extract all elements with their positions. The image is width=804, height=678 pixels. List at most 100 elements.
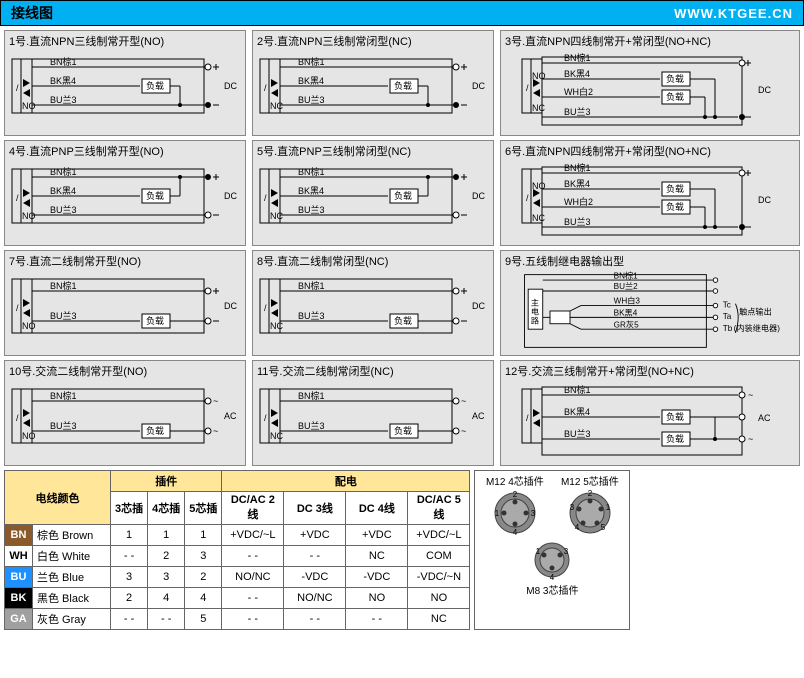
diagram-title: 4号.直流PNP三线制常开型(NO) [9,143,241,159]
plug-col: 5芯插 [185,492,222,525]
svg-text:Ta: Ta [723,312,732,321]
svg-text:BU兰3: BU兰3 [50,204,77,215]
color-name: 灰色 Gray [33,609,111,630]
svg-text:NO: NO [22,321,36,331]
svg-text:负载: 负载 [146,190,164,201]
schematic-svg: / NC BN棕1 BK黑4 负载 BU兰3 DC [257,161,489,231]
connector-diagrams: M12 4芯插件 2 3 4 1 M12 5芯插件 2 1 5 [474,470,630,630]
svg-text:~: ~ [213,426,218,436]
power-cell: COM [408,546,470,567]
svg-text:DC: DC [472,301,485,311]
diagram-title: 10号.交流二线制常开型(NO) [9,363,241,379]
svg-text:NO: NO [22,431,36,441]
wiring-diagram-11: 11号.交流二线制常闭型(NC) / NC BN棕1 ~ BU兰3 负载 ~ A… [252,360,494,466]
svg-text:负载: 负载 [394,425,412,436]
power-cell: -VDC [284,567,346,588]
svg-text:/: / [526,193,529,203]
plug-cell: 5 [185,609,222,630]
svg-text:4: 4 [513,528,518,537]
svg-text:AC: AC [758,413,771,423]
schematic-svg: / NC BN棕1 BK黑4 负载 BU兰3 DC [257,51,489,121]
plug-cell: 3 [111,567,148,588]
svg-text:BU兰3: BU兰3 [564,106,591,117]
svg-text:BU兰3: BU兰3 [564,216,591,227]
svg-text:BN棕1: BN棕1 [564,384,591,395]
svg-text:/: / [526,413,529,423]
svg-text:NC: NC [270,431,283,441]
svg-text:(内装继电器): (内装继电器) [734,323,781,333]
plug-cell: 2 [148,546,185,567]
power-cell: NC [408,609,470,630]
plug-col: 4芯插 [148,492,185,525]
svg-text:WH白3: WH白3 [614,296,641,306]
svg-text:1: 1 [536,547,541,556]
svg-text:BN棕1: BN棕1 [564,52,591,63]
svg-text:负载: 负载 [394,315,412,326]
m12-4-label: M12 4芯插件 [486,473,544,488]
plug-cell: 4 [148,588,185,609]
svg-text:DC: DC [758,85,771,95]
diagram-title: 1号.直流NPN三线制常开型(NO) [9,33,241,49]
svg-text:NC: NC [270,101,283,111]
svg-text:NO: NO [22,211,36,221]
schematic-svg: / NO BN棕1 BU兰3 负载 DC [9,271,241,341]
m12-5-label: M12 5芯插件 [561,473,619,488]
wiring-diagram-8: 8号.直流二线制常闭型(NC) / NC BN棕1 BU兰3 负载 DC [252,250,494,356]
color-code: BN [5,525,33,546]
svg-text:/: / [16,413,19,423]
svg-text:DC: DC [224,81,237,91]
color-code: BU [5,567,33,588]
svg-text:~: ~ [461,396,466,406]
wiring-diagram-12: 12号.交流三线制常开+常闭型(NO+NC) / BN棕1~ BK黑4负载 BU… [500,360,800,466]
svg-text:BU兰3: BU兰3 [50,420,77,431]
power-cell: +VDC [346,525,408,546]
schematic-svg: / NO BN棕1 ~ BU兰3 负载 ~ AC [9,381,241,451]
svg-text:负载: 负载 [146,425,164,436]
svg-text:DC: DC [472,81,485,91]
svg-text:BK黑4: BK黑4 [564,179,590,189]
plug-cell: 1 [111,525,148,546]
svg-text:BN棕1: BN棕1 [50,280,77,291]
svg-text:/: / [264,83,267,93]
svg-text:BK黑4: BK黑4 [298,76,324,86]
power-cell: NO/NC [222,567,284,588]
wiring-diagram-7: 7号.直流二线制常开型(NO) / NO BN棕1 BU兰3 负载 DC [4,250,246,356]
svg-text:BU兰2: BU兰2 [614,281,639,291]
svg-text:负载: 负载 [666,201,684,212]
svg-text:WH白2: WH白2 [564,196,593,207]
svg-text:BN棕1: BN棕1 [298,166,325,177]
plug-header: 插件 [111,471,222,492]
power-col: DC 3线 [284,492,346,525]
power-cell: +VDC/~L [222,525,284,546]
svg-text:2: 2 [588,489,593,498]
color-plug-power-table: 电线颜色 插件 配电 3芯插4芯插5芯插DC/AC 2线DC 3线DC 4线DC… [4,470,470,630]
svg-text:BN棕1: BN棕1 [564,162,591,173]
tables-section: 电线颜色 插件 配电 3芯插4芯插5芯插DC/AC 2线DC 3线DC 4线DC… [0,470,804,634]
svg-text:NC: NC [532,213,545,223]
svg-text:WH白2: WH白2 [564,86,593,97]
svg-text:主: 主 [531,298,539,308]
power-header: 配电 [222,471,470,492]
schematic-svg: / NO BN棕1 BK黑4 负载 BU兰3 DC [9,161,241,231]
diagram-title: 7号.直流二线制常开型(NO) [9,253,241,269]
power-col: DC/AC 5线 [408,492,470,525]
header-bar: 接线图 WWW.KTGEE.CN [0,0,804,26]
svg-text:BN棕1: BN棕1 [298,280,325,291]
schematic-svg: / NONC BN棕1 BK黑4负载 WH白2负载 BU兰3 DC [505,161,795,241]
power-cell: -VDC/~N [408,567,470,588]
color-header: 电线颜色 [5,471,111,525]
svg-text:BN棕1: BN棕1 [50,56,77,67]
diagram-title: 12号.交流三线制常开+常闭型(NO+NC) [505,363,795,379]
power-col: DC 4线 [346,492,408,525]
svg-text:负载: 负载 [666,73,684,84]
svg-text:4: 4 [550,573,555,582]
power-cell: NO/NC [284,588,346,609]
diagram-title: 2号.直流NPN三线制常闭型(NC) [257,33,489,49]
plug-cell: 2 [185,567,222,588]
color-code: WH [5,546,33,567]
svg-text:NC: NC [532,103,545,113]
schematic-svg: / NC BN棕1 BU兰3 负载 DC [257,271,489,341]
svg-text:/: / [16,193,19,203]
svg-text:3: 3 [564,547,569,556]
svg-text:负载: 负载 [666,183,684,194]
